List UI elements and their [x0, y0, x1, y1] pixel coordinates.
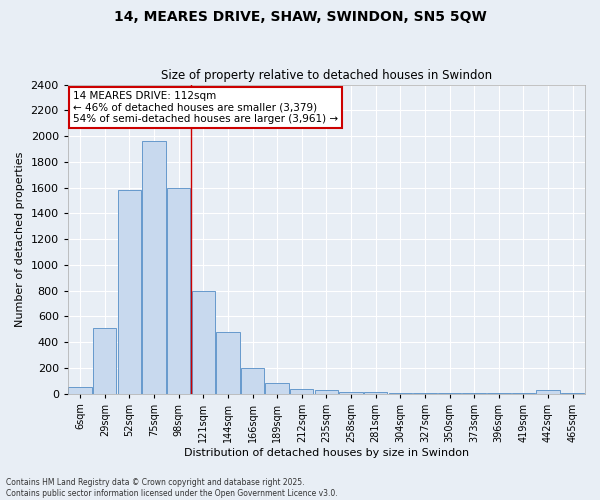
Bar: [241, 368, 264, 394]
Text: Contains HM Land Registry data © Crown copyright and database right 2025.
Contai: Contains HM Land Registry data © Crown c…: [6, 478, 338, 498]
Y-axis label: Number of detached properties: Number of detached properties: [15, 152, 25, 326]
Bar: [315, 390, 338, 394]
Bar: [142, 141, 166, 394]
Bar: [93, 328, 116, 394]
Text: 14, MEARES DRIVE, SHAW, SWINDON, SN5 5QW: 14, MEARES DRIVE, SHAW, SWINDON, SN5 5QW: [113, 10, 487, 24]
Bar: [364, 392, 388, 394]
Bar: [340, 392, 363, 394]
Bar: [191, 290, 215, 394]
Text: 14 MEARES DRIVE: 112sqm
← 46% of detached houses are smaller (3,379)
54% of semi: 14 MEARES DRIVE: 112sqm ← 46% of detache…: [73, 90, 338, 124]
Bar: [536, 390, 560, 394]
Bar: [265, 383, 289, 394]
Title: Size of property relative to detached houses in Swindon: Size of property relative to detached ho…: [161, 69, 492, 82]
Bar: [389, 393, 412, 394]
Bar: [216, 332, 239, 394]
Bar: [118, 190, 141, 394]
X-axis label: Distribution of detached houses by size in Swindon: Distribution of detached houses by size …: [184, 448, 469, 458]
Bar: [68, 387, 92, 394]
Bar: [290, 389, 313, 394]
Bar: [167, 188, 190, 394]
